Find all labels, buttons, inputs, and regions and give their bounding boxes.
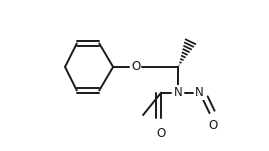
Text: N: N [195, 86, 204, 99]
Text: O: O [208, 119, 217, 132]
Text: O: O [157, 127, 166, 140]
Text: N: N [174, 86, 183, 99]
Text: O: O [131, 60, 140, 73]
